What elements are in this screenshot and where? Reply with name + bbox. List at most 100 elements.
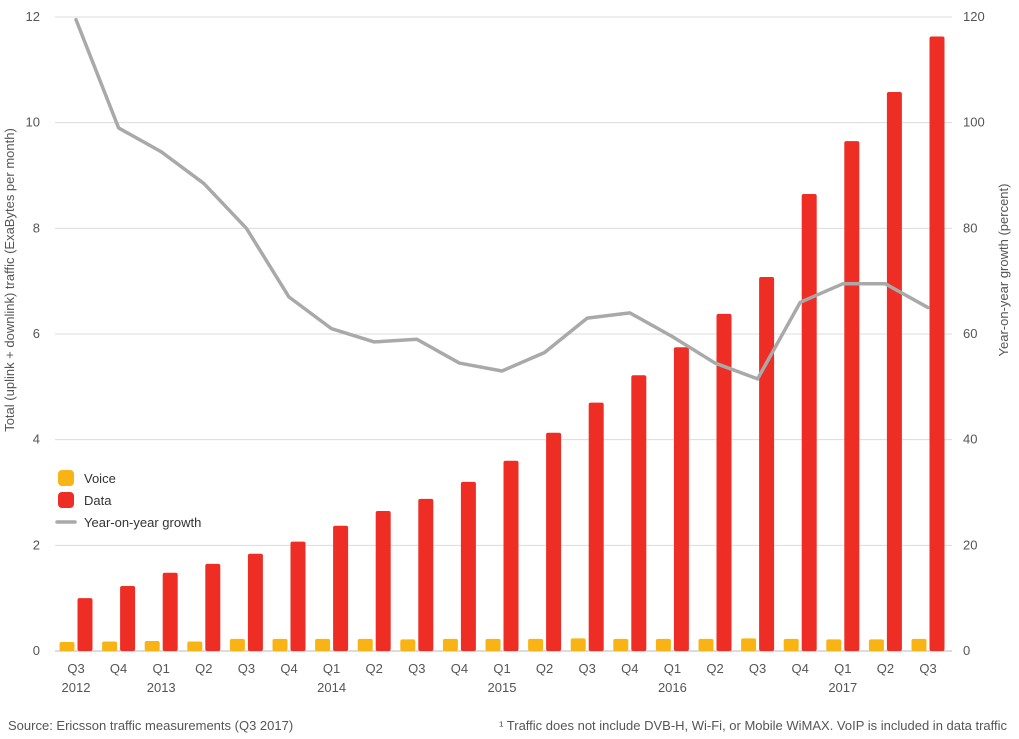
voice-bar <box>357 638 373 651</box>
voice-bar <box>570 638 586 651</box>
footnote: ¹ Traffic does not include DVB-H, Wi-Fi,… <box>499 718 1007 733</box>
voice-bar <box>229 638 245 651</box>
voice-bar <box>911 638 927 651</box>
x-tick-quarter: Q4 <box>110 661 127 676</box>
voice-bar <box>741 638 757 651</box>
x-tick-quarter: Q1 <box>153 661 170 676</box>
x-axis-ticks: Q3 2012 Q4 Q1 2013 Q2 Q3 Q4 Q1 2014 Q2 Q3 Q4 Q1 2015 Q2… <box>62 661 937 695</box>
x-tick-year: 2015 <box>488 680 517 695</box>
data-bar <box>631 375 647 651</box>
voice-bar <box>102 641 118 651</box>
voice-bar <box>442 638 458 651</box>
left-tick-label: 0 <box>33 643 40 658</box>
source-note: Source: Ericsson traffic measurements (Q… <box>8 718 294 733</box>
x-tick-quarter: Q3 <box>408 661 425 676</box>
voice-bar <box>868 639 884 651</box>
x-tick-quarter: Q1 <box>323 661 340 676</box>
voice-bar <box>698 638 714 651</box>
voice-bar <box>59 642 75 651</box>
x-tick-quarter: Q3 <box>238 661 255 676</box>
right-tick-label: 60 <box>963 326 977 341</box>
data-bar <box>460 481 476 651</box>
left-tick-label: 10 <box>26 115 40 130</box>
voice-bar <box>613 638 629 651</box>
voice-bar <box>187 641 203 651</box>
x-tick-year: 2012 <box>62 680 91 695</box>
legend-data-label: Data <box>84 493 112 508</box>
voice-bar <box>826 639 842 651</box>
data-bar <box>290 541 306 651</box>
data-bar <box>77 598 93 651</box>
left-axis-ticks: 0 2 4 6 8 10 12 <box>26 9 40 658</box>
legend-data-swatch <box>58 492 74 508</box>
left-tick-label: 12 <box>26 9 40 24</box>
x-tick-quarter: Q4 <box>621 661 638 676</box>
data-bar <box>120 586 136 651</box>
bar-series <box>59 36 945 652</box>
data-bar <box>503 460 519 651</box>
legend-voice-label: Voice <box>84 471 116 486</box>
voice-bar <box>400 639 416 651</box>
right-tick-label: 0 <box>963 643 970 658</box>
voice-bar <box>272 638 288 651</box>
x-tick-quarter: Q2 <box>706 661 723 676</box>
left-tick-label: 2 <box>33 537 40 552</box>
legend-growth-label: Year-on-year growth <box>84 515 201 530</box>
voice-bar <box>655 638 671 651</box>
voice-bar <box>783 638 799 651</box>
data-bar <box>929 36 945 651</box>
growth-line-series <box>74 17 930 381</box>
x-tick-quarter: Q2 <box>366 661 383 676</box>
x-tick-quarter: Q2 <box>536 661 553 676</box>
growth-line <box>74 17 930 381</box>
data-bar <box>673 347 689 651</box>
x-tick-quarter: Q3 <box>67 661 84 676</box>
data-bar <box>844 141 860 652</box>
x-tick-year: 2013 <box>147 680 176 695</box>
legend: Voice Data Year-on-year growth <box>55 470 201 530</box>
right-tick-label: 100 <box>963 115 985 130</box>
x-tick-quarter: Q3 <box>919 661 936 676</box>
data-bar <box>205 563 221 651</box>
data-bar <box>588 402 604 651</box>
x-tick-quarter: Q4 <box>451 661 468 676</box>
left-tick-label: 4 <box>33 432 40 447</box>
data-bar <box>716 313 732 651</box>
x-tick-quarter: Q1 <box>493 661 510 676</box>
data-bar <box>759 276 775 651</box>
voice-bar <box>144 640 160 651</box>
data-bar <box>375 510 391 651</box>
x-tick-year: 2017 <box>828 680 857 695</box>
x-tick-quarter: Q3 <box>579 661 596 676</box>
voice-bar <box>315 638 331 651</box>
left-tick-label: 8 <box>33 220 40 235</box>
x-tick-quarter: Q2 <box>195 661 212 676</box>
voice-bar <box>528 638 544 651</box>
left-tick-label: 6 <box>33 326 40 341</box>
right-tick-label: 40 <box>963 432 977 447</box>
legend-voice-swatch <box>58 470 74 486</box>
voice-bar <box>485 638 501 651</box>
data-bar <box>801 193 817 651</box>
data-bar <box>886 92 902 652</box>
left-axis-title: Total (uplink + downlink) traffic (ExaBy… <box>2 128 17 432</box>
data-bar <box>418 498 434 651</box>
right-tick-label: 120 <box>963 9 985 24</box>
right-tick-label: 80 <box>963 220 977 235</box>
right-axis-ticks: 0 20 40 60 80 100 120 <box>963 9 985 658</box>
x-tick-year: 2014 <box>317 680 346 695</box>
right-axis-title: Year-on-year growth (percent) <box>996 184 1011 357</box>
gridlines <box>55 16 952 652</box>
x-tick-quarter: Q1 <box>664 661 681 676</box>
data-bar <box>162 572 178 651</box>
data-bar <box>247 553 263 651</box>
x-tick-quarter: Q1 <box>834 661 851 676</box>
data-bar <box>546 432 562 651</box>
x-tick-quarter: Q2 <box>877 661 894 676</box>
x-tick-quarter: Q4 <box>792 661 809 676</box>
x-tick-quarter: Q3 <box>749 661 766 676</box>
x-tick-year: 2016 <box>658 680 687 695</box>
x-tick-quarter: Q4 <box>280 661 297 676</box>
right-tick-label: 20 <box>963 537 977 552</box>
